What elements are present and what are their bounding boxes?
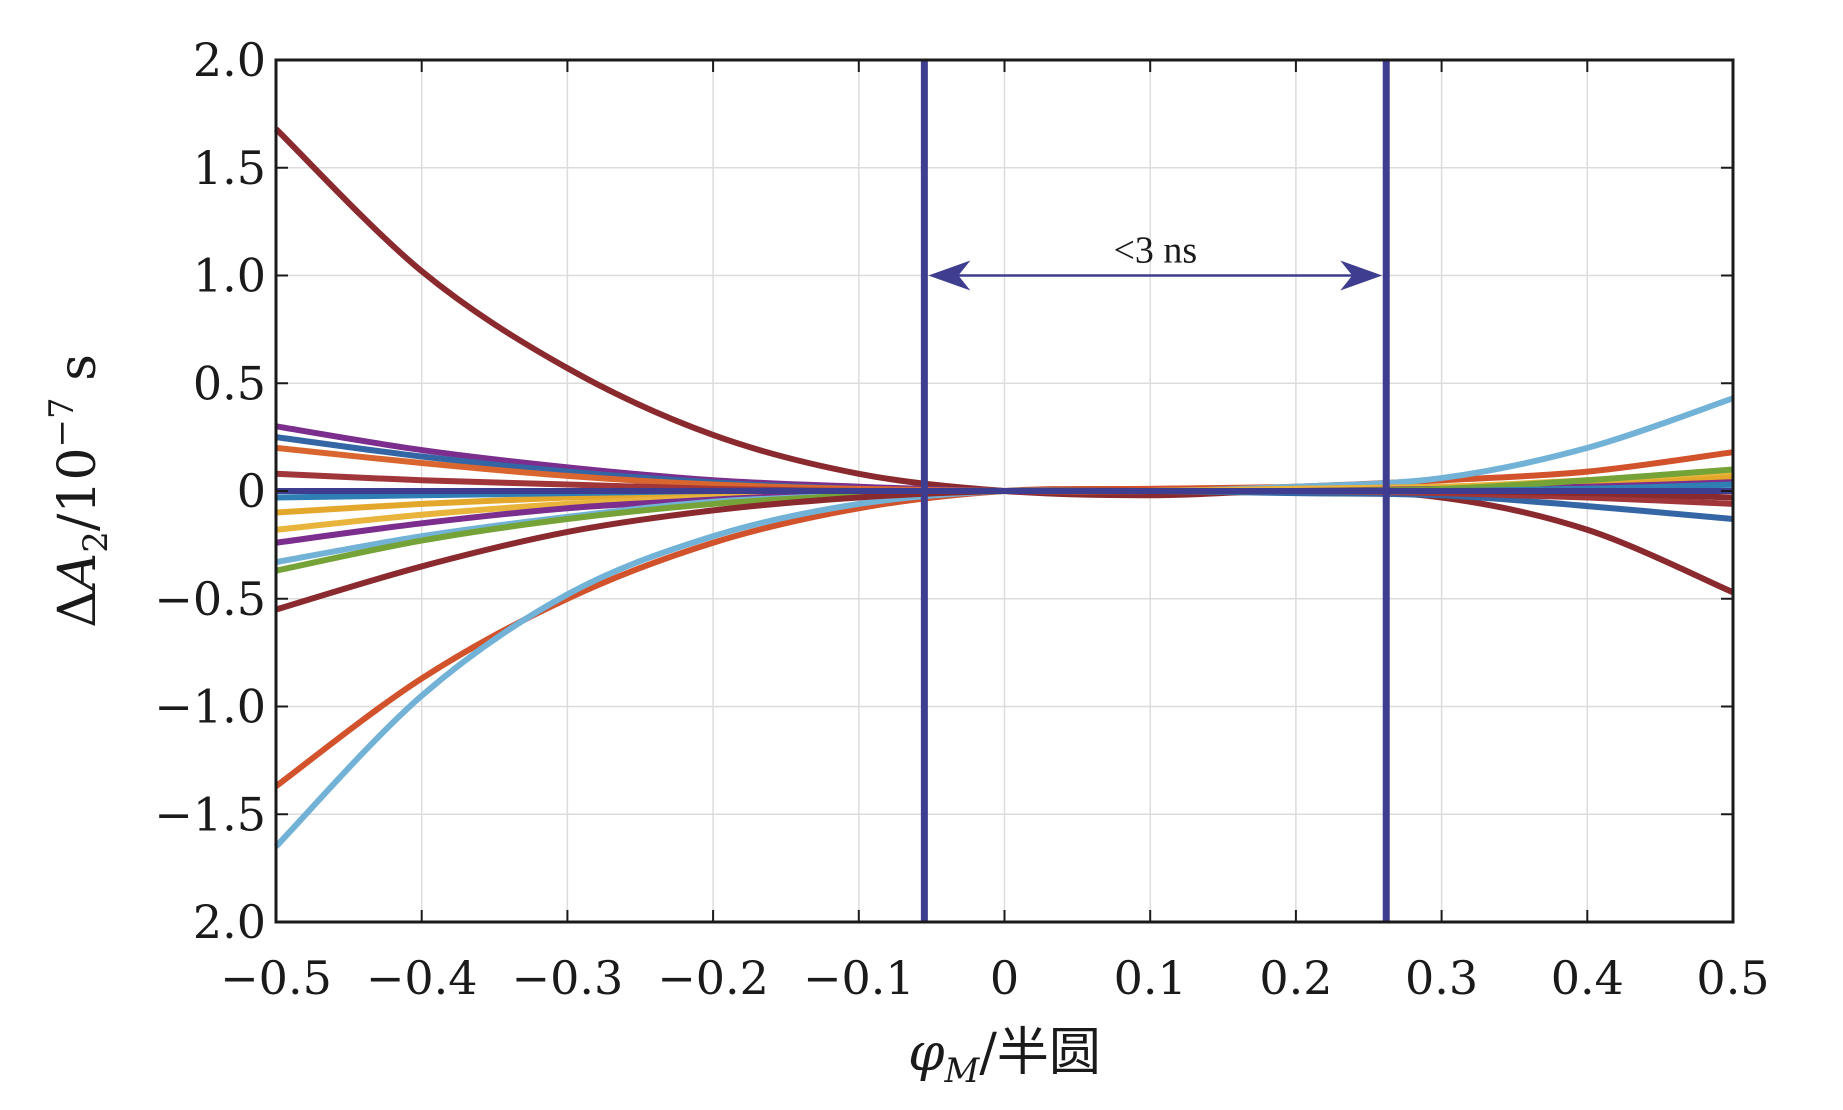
annotation-arrowhead-right (1340, 260, 1383, 291)
y-tick-label: 2.0 (193, 33, 266, 87)
y-tick-label: 1.0 (193, 249, 266, 303)
x-tick-label: −0.1 (803, 951, 915, 1005)
x-tick-label: 0.1 (1114, 951, 1187, 1005)
vertical-marker-layer (920, 60, 1390, 922)
x-tick-label: −0.5 (220, 951, 332, 1005)
y-tick-label: 0 (237, 464, 266, 518)
y-axis-title: ΔA2/10−7 s (42, 354, 116, 628)
tick-layer: −0.5 −0.4 −0.3 −0.2 −0.1 0 0.1 0.2 0.3 0.4 0.5 2.0 1… (154, 33, 1769, 1005)
x-axis-title: φM/半圆 (908, 1023, 1101, 1091)
y-tick-label: −1.0 (154, 680, 266, 734)
x-tick-label: 0.5 (1696, 951, 1769, 1005)
x-tick-label: 0 (990, 951, 1019, 1005)
x-tick-label: 0.3 (1405, 951, 1478, 1005)
annotation-text: <3 ns (1113, 230, 1197, 272)
x-tick-label: −0.3 (512, 951, 624, 1005)
x-tick-label: −0.2 (657, 951, 769, 1005)
series-layer (273, 126, 1735, 849)
annotation-layer: <3 ns (928, 230, 1383, 291)
annotation-arrowhead-left (928, 260, 971, 291)
y-tick-label: 1.5 (193, 141, 266, 195)
y-tick-label: −0.5 (154, 572, 266, 626)
y-tick-label: 2.0 (193, 895, 266, 949)
y-tick-label: −1.5 (154, 787, 266, 841)
x-tick-label: −0.4 (366, 951, 478, 1005)
axis-label-layer: φM/半圆 ΔA2/10−7 s (42, 354, 1101, 1091)
y-tick-label: 0.5 (193, 356, 266, 410)
x-tick-label: 0.2 (1259, 951, 1332, 1005)
x-tick-label: 0.4 (1551, 951, 1624, 1005)
